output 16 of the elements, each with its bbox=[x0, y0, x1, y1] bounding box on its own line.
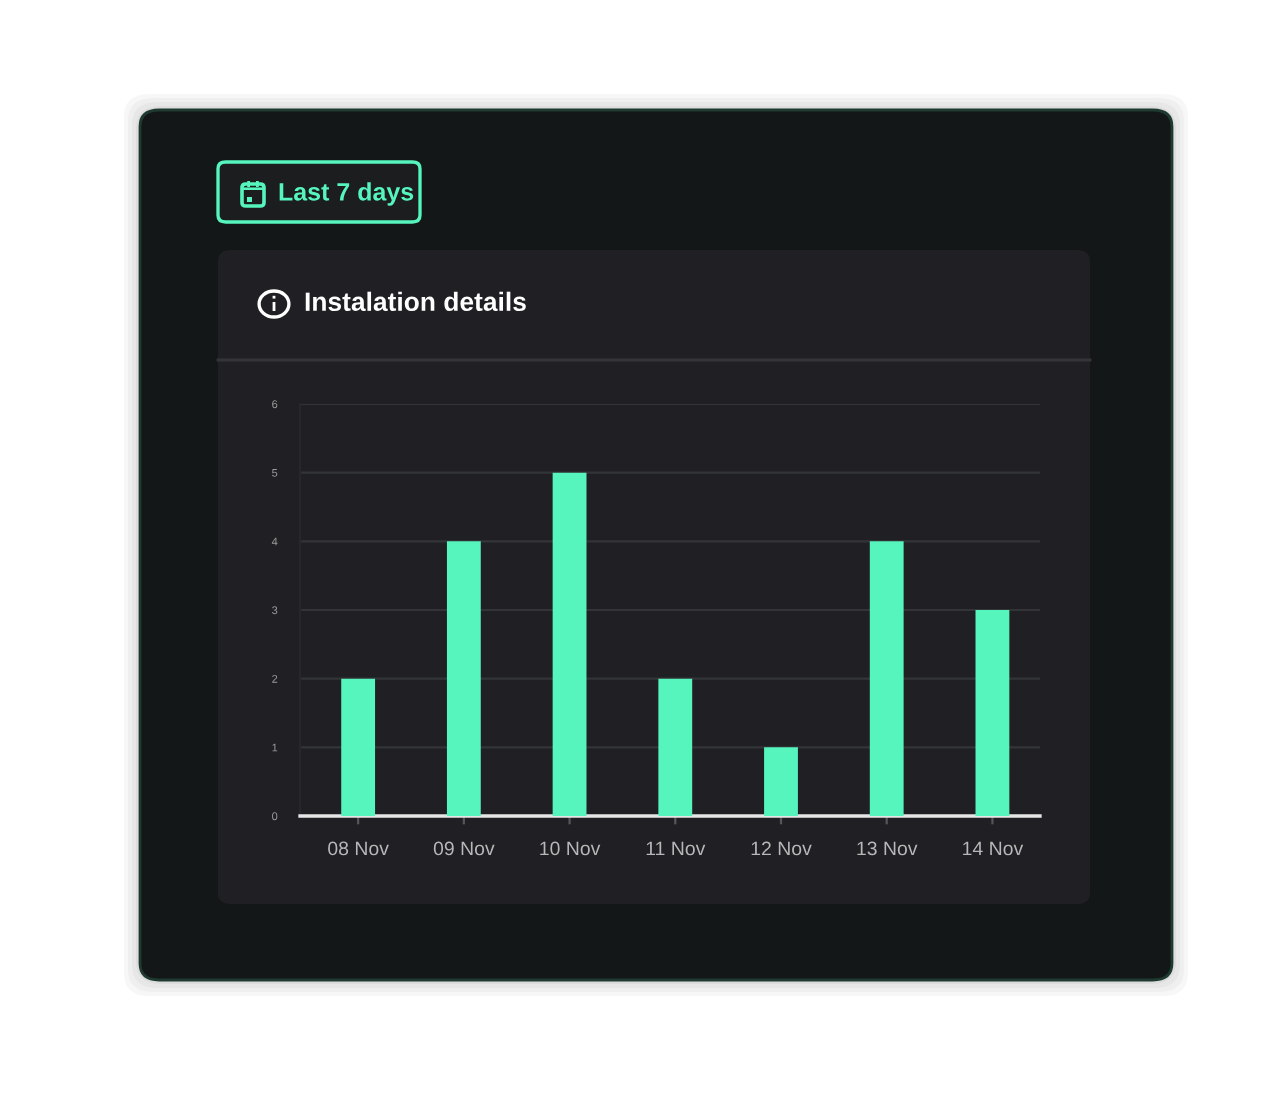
x-tick-label: 09 Nov bbox=[433, 841, 495, 856]
bar bbox=[446, 541, 481, 816]
x-tick-label: 10 Nov bbox=[540, 841, 601, 856]
x-tick-label: 08 Nov bbox=[328, 841, 389, 856]
x-tick-label: 13 Nov bbox=[857, 841, 918, 856]
bar bbox=[869, 541, 904, 816]
x-tick-label: 12 Nov bbox=[751, 841, 812, 856]
x-tick-label: 14 Nov bbox=[963, 841, 1024, 856]
chart-title: Instalation details bbox=[305, 291, 526, 312]
bar bbox=[764, 747, 798, 816]
bar bbox=[341, 678, 376, 816]
bar bbox=[552, 472, 587, 816]
text: Last 7 days bbox=[279, 182, 414, 206]
bar bbox=[658, 678, 693, 816]
bar bbox=[975, 610, 1010, 816]
x-tick-label: 11 Nov bbox=[646, 841, 706, 856]
